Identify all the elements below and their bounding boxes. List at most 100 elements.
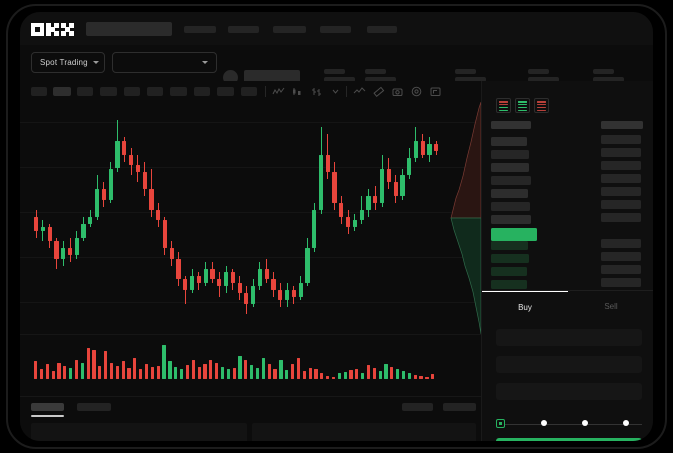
volume-bar (361, 372, 365, 379)
stat-3-value (455, 77, 486, 82)
chevron-down-icon[interactable] (329, 85, 342, 98)
candle-wick (361, 196, 363, 224)
order-total-field[interactable] (496, 383, 642, 400)
order-book-row[interactable] (601, 200, 641, 209)
interval-button-2[interactable] (53, 87, 71, 96)
slider-handle[interactable] (496, 419, 505, 428)
nav-item-1[interactable] (184, 26, 216, 33)
volume-bar (366, 365, 371, 379)
bottom-tab-2[interactable] (77, 403, 111, 411)
order-book-row[interactable] (601, 213, 641, 222)
nav-item-3[interactable] (273, 26, 306, 33)
stat-2-label (365, 69, 386, 74)
chevron-down-icon (92, 61, 99, 64)
order-book-row[interactable] (601, 148, 641, 157)
candle-body (196, 275, 201, 283)
interval-button-9[interactable] (217, 87, 234, 96)
tab-sell-label: Sell (604, 301, 618, 311)
order-book-row[interactable] (491, 241, 528, 250)
volume-bar (127, 367, 131, 379)
volume-bar (197, 366, 201, 379)
ruler-icon[interactable] (372, 85, 385, 98)
header-search-placeholder[interactable] (86, 22, 172, 36)
orderbook-both-icon[interactable] (496, 98, 511, 113)
chart-candle-icon[interactable] (291, 85, 304, 98)
nav-item-4[interactable] (320, 26, 351, 33)
interval-button-7[interactable] (170, 87, 187, 96)
tab-sell[interactable]: Sell (568, 291, 653, 321)
bottom-tab-1[interactable] (31, 403, 64, 411)
amount-percent-slider[interactable] (496, 419, 642, 429)
stat-1-label (324, 69, 345, 74)
camera-icon[interactable] (391, 85, 404, 98)
volume-bar (238, 356, 242, 379)
volume-bar (144, 364, 149, 379)
candle-body (183, 279, 188, 290)
volume-bar (308, 367, 312, 379)
interval-button-10[interactable] (241, 87, 257, 96)
order-book-row[interactable] (491, 228, 537, 241)
bottom-tab-right-2[interactable] (443, 403, 476, 411)
slider-stop-3[interactable] (582, 420, 588, 426)
order-book-row[interactable] (601, 278, 641, 287)
order-book-row[interactable] (491, 280, 527, 289)
candle-body (393, 182, 398, 197)
volume-bar (63, 366, 67, 379)
volume-bar (285, 370, 289, 379)
order-book-row[interactable] (491, 202, 530, 211)
volume-bar (279, 360, 283, 379)
order-book-row[interactable] (601, 265, 641, 274)
order-book-row[interactable] (601, 174, 641, 183)
orderbook-asks-icon[interactable] (534, 98, 549, 113)
order-book-row[interactable] (601, 252, 641, 261)
volume-bar (331, 376, 336, 379)
volume-bar (407, 373, 411, 379)
volume-bar (45, 364, 49, 379)
order-book-row[interactable] (491, 254, 529, 263)
interval-button-4[interactable] (100, 87, 117, 96)
order-book-row[interactable] (491, 150, 529, 159)
volume-bar (419, 375, 423, 379)
market-type-selector[interactable]: Spot Trading (31, 52, 105, 73)
submit-buy-button[interactable] (496, 438, 642, 441)
order-book-row[interactable] (601, 239, 641, 248)
order-book-row[interactable] (491, 176, 531, 185)
order-book-row[interactable] (491, 267, 527, 276)
slider-stop-4[interactable] (623, 420, 629, 426)
interval-button-6[interactable] (147, 87, 163, 96)
settings-icon[interactable] (410, 85, 423, 98)
order-book-row[interactable] (491, 215, 531, 224)
orderbook-bids-icon[interactable] (515, 98, 530, 113)
order-book-row[interactable] (491, 163, 529, 172)
candle-body (61, 248, 66, 259)
volume-bar (302, 370, 306, 379)
indicator-icon[interactable] (353, 85, 366, 98)
candle-body (284, 289, 290, 301)
order-book-row[interactable] (491, 137, 527, 146)
bottom-tab-right-1[interactable] (402, 403, 433, 411)
slider-stop-2[interactable] (541, 420, 547, 426)
nav-item-5[interactable] (367, 26, 397, 33)
interval-button-3[interactable] (77, 87, 93, 96)
order-price-field[interactable] (496, 329, 642, 346)
tab-buy[interactable]: Buy (482, 291, 568, 322)
interval-button-1[interactable] (31, 87, 47, 96)
order-book-row[interactable] (601, 161, 641, 170)
order-book-row[interactable] (491, 189, 528, 198)
order-book-row[interactable] (601, 135, 641, 144)
interval-button-8[interactable] (194, 87, 210, 96)
chart-line-icon[interactable] (272, 85, 285, 98)
bottom-pane-right (252, 423, 476, 441)
volume-bar (185, 365, 190, 379)
fullscreen-icon[interactable] (429, 85, 442, 98)
nav-item-2[interactable] (228, 26, 259, 33)
order-amount-field[interactable] (496, 356, 642, 373)
order-book-row[interactable] (601, 187, 641, 196)
trading-pair-selector[interactable] (112, 52, 217, 73)
interval-button-5[interactable] (124, 87, 140, 96)
okx-logo[interactable] (31, 23, 75, 36)
chart-bar-icon[interactable] (310, 85, 323, 98)
candle-body (210, 268, 215, 280)
volume-chart (20, 334, 481, 397)
price-chart[interactable] (20, 102, 481, 335)
